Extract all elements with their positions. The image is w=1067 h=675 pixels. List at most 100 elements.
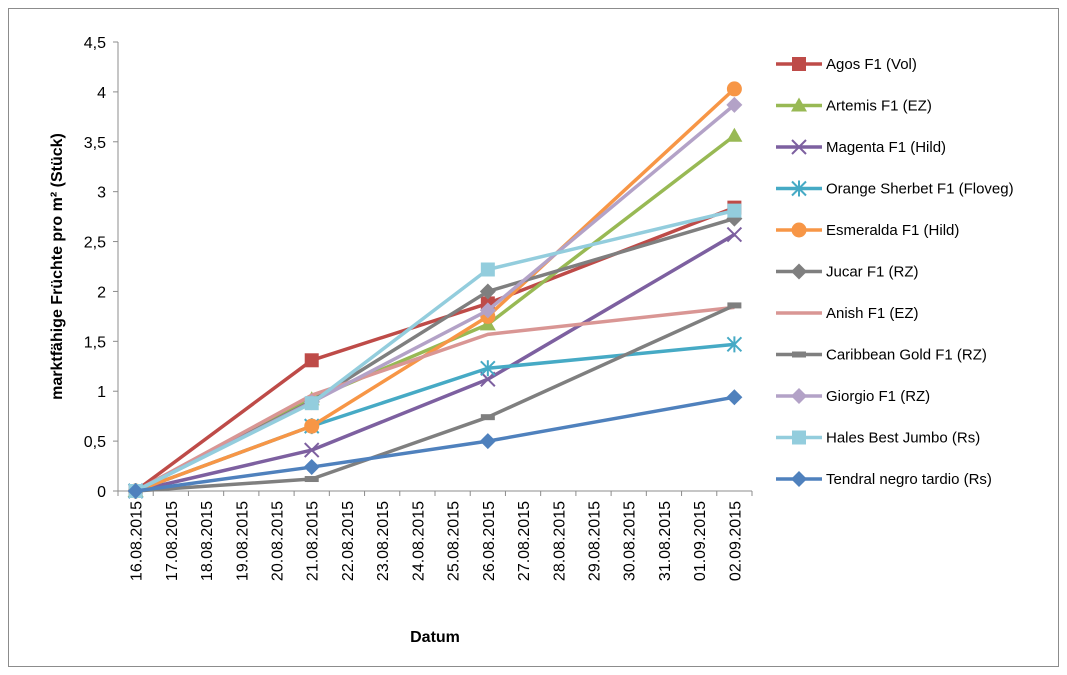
y-tick-label: 4 bbox=[97, 85, 106, 102]
legend-marker bbox=[791, 222, 807, 238]
y-tick-label: 0,5 bbox=[84, 434, 106, 451]
x-tick-label: 26.08.2015 bbox=[481, 501, 498, 581]
legend-label: Giorgio F1 (RZ) bbox=[826, 388, 930, 405]
legend-label: Anish F1 (EZ) bbox=[826, 305, 919, 322]
legend-item: Artemis F1 (EZ) bbox=[776, 97, 932, 115]
data-point-marker bbox=[726, 127, 743, 142]
series-line bbox=[135, 233, 736, 493]
legend-item: Orange Sherbet F1 (Floveg) bbox=[776, 180, 1014, 198]
data-point-marker bbox=[726, 389, 743, 406]
data-point-marker bbox=[726, 81, 742, 97]
legend-marker bbox=[792, 351, 806, 358]
data-point-marker bbox=[479, 302, 496, 319]
legend-label: Esmeralda F1 (Hild) bbox=[826, 222, 959, 239]
x-tick-label: 02.09.2015 bbox=[727, 501, 744, 581]
data-point-marker bbox=[726, 226, 743, 243]
x-tick-label: 21.08.2015 bbox=[305, 501, 322, 581]
legend: Agos F1 (Vol) Artemis F1 (EZ) Magenta F1 (… bbox=[776, 56, 1014, 488]
data-point-marker bbox=[727, 302, 742, 309]
x-tick-label: 22.08.2015 bbox=[340, 501, 357, 581]
x-tick-label: 29.08.2015 bbox=[587, 501, 604, 581]
data-point-marker bbox=[304, 476, 319, 483]
series-line bbox=[134, 134, 736, 493]
series-7 bbox=[134, 305, 735, 493]
data-point-marker bbox=[726, 96, 743, 113]
legend-item: Magenta F1 (Hild) bbox=[776, 139, 946, 156]
data-point-marker bbox=[127, 483, 144, 499]
legend-item: Jucar F1 (RZ) bbox=[776, 263, 919, 281]
data-point-marker bbox=[304, 418, 320, 434]
data-point-marker bbox=[304, 353, 319, 368]
legend-label: Caribbean Gold F1 (RZ) bbox=[826, 347, 987, 364]
series-8 bbox=[128, 302, 742, 494]
series-line bbox=[135, 303, 736, 493]
legend-item: Giorgio F1 (RZ) bbox=[776, 388, 930, 405]
y-tick-label: 1 bbox=[97, 384, 106, 401]
x-tick-label: 18.08.2015 bbox=[199, 501, 216, 581]
legend-label: Hales Best Jumbo (Rs) bbox=[826, 430, 980, 447]
data-point-marker bbox=[479, 283, 496, 300]
y-tick-label: 1,5 bbox=[84, 334, 106, 351]
series-11 bbox=[127, 389, 743, 499]
legend-item: Agos F1 (Vol) bbox=[776, 56, 917, 73]
legend-marker bbox=[791, 471, 807, 487]
x-tick-label: 20.08.2015 bbox=[270, 501, 287, 581]
data-point-marker bbox=[480, 371, 496, 387]
legend-item: Caribbean Gold F1 (RZ) bbox=[776, 347, 987, 364]
legend-label: Agos F1 (Vol) bbox=[826, 56, 917, 73]
series-9 bbox=[127, 96, 743, 499]
x-axis-ticks: 16.08.2015 17.08.2015 18.08.2015 19.08.2015… bbox=[117, 491, 753, 581]
data-point-marker bbox=[304, 442, 320, 458]
x-tick-label: 17.08.2015 bbox=[164, 501, 181, 581]
y-axis-ticks: 0 0,5 1 1,5 2 2,5 3 3,5 4 4,5 bbox=[84, 35, 118, 501]
x-tick-label: 27.08.2015 bbox=[516, 501, 533, 581]
data-point-marker bbox=[480, 414, 495, 421]
series-line bbox=[134, 103, 736, 493]
chart-frame bbox=[8, 8, 1059, 667]
legend-label: Tendral negro tardio (Rs) bbox=[826, 471, 992, 488]
y-tick-label: 2,5 bbox=[84, 235, 106, 252]
data-point-marker bbox=[726, 336, 743, 353]
series-line bbox=[134, 208, 735, 493]
x-tick-label: 25.08.2015 bbox=[446, 501, 463, 581]
series-4 bbox=[127, 336, 743, 499]
series-line bbox=[135, 87, 736, 493]
y-tick-label: 0 bbox=[97, 484, 106, 501]
x-tick-label: 24.08.2015 bbox=[410, 501, 427, 581]
x-tick-label: 16.08.2015 bbox=[129, 501, 146, 581]
y-tick-label: 3 bbox=[97, 185, 106, 202]
data-point-marker bbox=[303, 459, 320, 476]
series-line bbox=[135, 395, 735, 493]
x-axis-title: Datum bbox=[410, 629, 460, 646]
series-2 bbox=[127, 127, 743, 497]
data-point-marker bbox=[480, 262, 495, 277]
legend-marker bbox=[791, 388, 807, 404]
data-point-marker bbox=[480, 360, 496, 377]
legend-label: Magenta F1 (Hild) bbox=[826, 139, 946, 156]
legend-label: Orange Sherbet F1 (Floveg) bbox=[826, 181, 1014, 198]
y-tick-label: 2 bbox=[97, 284, 106, 301]
series-3 bbox=[127, 226, 743, 499]
legend-marker bbox=[791, 263, 807, 280]
legend-marker bbox=[791, 180, 807, 197]
legend-item: Esmeralda F1 (Hild) bbox=[776, 222, 959, 239]
x-tick-label: 19.08.2015 bbox=[234, 501, 251, 581]
y-tick-label: 3,5 bbox=[84, 135, 106, 152]
legend-marker bbox=[792, 430, 806, 445]
legend-label: Jucar F1 (RZ) bbox=[826, 264, 919, 281]
x-tick-label: 23.08.2015 bbox=[375, 501, 392, 581]
x-tick-label: 30.08.2015 bbox=[622, 501, 639, 581]
legend-marker bbox=[792, 57, 806, 71]
legend-item: Anish F1 (EZ) bbox=[776, 305, 919, 322]
legend-marker bbox=[791, 97, 807, 112]
data-point-marker bbox=[727, 203, 742, 218]
legend-label: Artemis F1 (EZ) bbox=[826, 98, 932, 115]
y-axis-title: marktfähige Früchte pro m² (Stück) bbox=[49, 133, 66, 400]
legend-item: Tendral negro tardio (Rs) bbox=[776, 471, 992, 488]
legend-marker bbox=[791, 139, 807, 155]
x-tick-label: 01.09.2015 bbox=[692, 501, 709, 581]
series-line bbox=[134, 305, 735, 493]
series-lines bbox=[127, 81, 743, 499]
x-tick-label: 28.08.2015 bbox=[551, 501, 568, 581]
